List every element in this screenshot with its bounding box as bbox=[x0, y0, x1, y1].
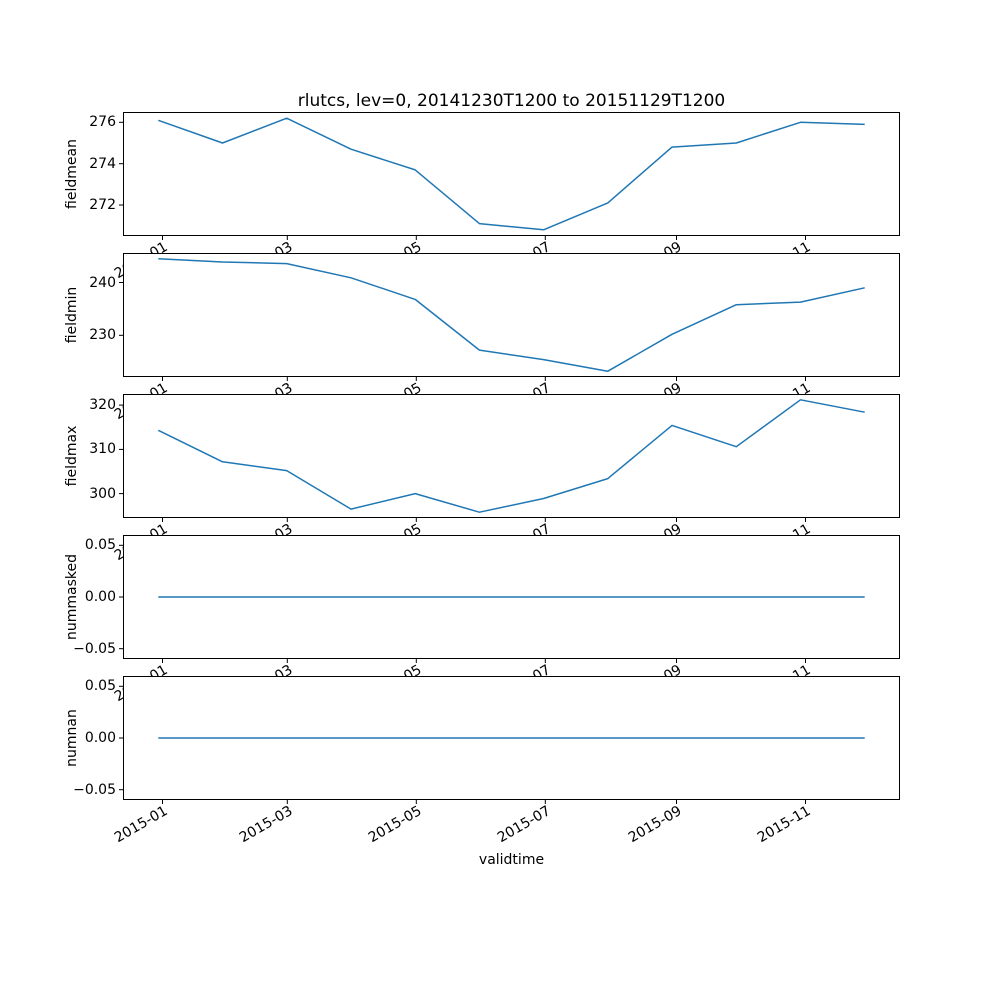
y-axis-title: numnan bbox=[64, 709, 80, 767]
x-tick-label: 2015-11 bbox=[754, 803, 814, 847]
plot-line bbox=[157, 399, 865, 513]
y-axis-title: fieldmean bbox=[64, 139, 80, 209]
plot-line bbox=[158, 117, 865, 231]
chart-title: rlutcs, lev=0, 20141230T1200 to 20151129… bbox=[297, 91, 726, 111]
tick-marks bbox=[119, 282, 806, 381]
tick-marks bbox=[119, 404, 806, 522]
tick-marks bbox=[119, 544, 806, 663]
axes-canvas bbox=[119, 112, 900, 240]
y-tick-label: 310 bbox=[89, 441, 116, 458]
axes-frame bbox=[123, 394, 900, 518]
y-tick-label: 0.05 bbox=[84, 678, 116, 695]
y-tick-label: 320 bbox=[89, 397, 116, 414]
y-tick-label: −0.05 bbox=[73, 781, 116, 798]
x-tick-label: 2015-05 bbox=[365, 803, 425, 847]
y-tick-label: 276 bbox=[89, 114, 116, 131]
x-tick-label: 2015-01 bbox=[111, 803, 171, 847]
x-tick-label: 2015-07 bbox=[494, 803, 554, 847]
x-tick-label: 2015-09 bbox=[625, 803, 685, 847]
plot-line bbox=[158, 258, 865, 372]
tick-marks bbox=[119, 121, 806, 240]
axes-frame bbox=[123, 112, 900, 236]
axes-canvas bbox=[119, 253, 900, 381]
y-tick-label: 0.05 bbox=[84, 537, 116, 554]
x-axis-label: validtime bbox=[478, 852, 545, 868]
y-axis-title: fieldmin bbox=[64, 286, 80, 344]
x-tick-label: 2015-03 bbox=[236, 803, 296, 847]
subplot-fieldmax: 300310320fieldmax2015-012015-032015-0520… bbox=[64, 394, 900, 564]
y-tick-label: 300 bbox=[89, 485, 116, 502]
y-tick-label: −0.05 bbox=[73, 640, 116, 657]
y-axis-title: nummasked bbox=[64, 553, 80, 641]
y-tick-label: 272 bbox=[89, 197, 116, 213]
subplot-nummasked: −0.050.000.05nummasked2015-012015-032015… bbox=[64, 535, 900, 705]
tick-marks bbox=[119, 685, 806, 804]
axes-frame bbox=[123, 535, 900, 659]
axes-canvas bbox=[119, 676, 900, 804]
y-axis-title: fieldmax bbox=[64, 425, 80, 487]
axes-frame bbox=[123, 676, 900, 800]
axes-canvas bbox=[119, 535, 900, 663]
y-tick-label: 274 bbox=[89, 155, 116, 172]
y-tick-label: 240 bbox=[89, 274, 116, 291]
y-tick-label: 230 bbox=[89, 327, 116, 344]
axes-canvas bbox=[119, 394, 900, 522]
subplot-numnan: −0.05 0.00 0.05 numnan 2015-01 2015-03 2015-05… bbox=[64, 676, 900, 846]
subplot-fieldmean: 272274276fieldmean2015-012015-032015-052… bbox=[64, 112, 900, 282]
y-tick-label: 0.00 bbox=[84, 589, 116, 605]
axes-frame bbox=[123, 253, 900, 377]
y-tick-label: 0.00 bbox=[84, 730, 116, 746]
subplot-fieldmin: 230240fieldmin2015-012015-032015-052015-… bbox=[64, 253, 900, 423]
